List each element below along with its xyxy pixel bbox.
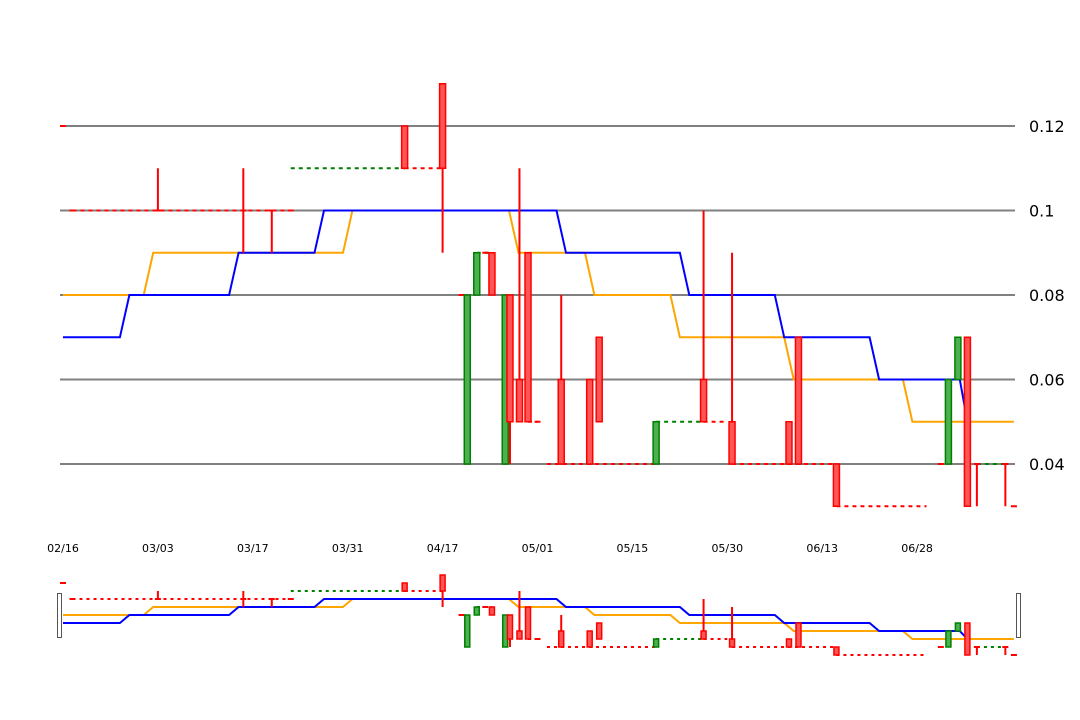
y-tick-label: 0.08 bbox=[1029, 286, 1065, 305]
candle-body bbox=[785, 638, 793, 648]
x-tick-label: 03/31 bbox=[332, 542, 364, 555]
candle-body bbox=[439, 574, 446, 592]
candle-body bbox=[488, 252, 496, 296]
candle-body bbox=[652, 638, 660, 648]
candle-body bbox=[945, 630, 952, 648]
x-axis-labels: 02/16 03/03 03/17 03/31 04/17 05/01 05/15 05/30… bbox=[47, 542, 933, 555]
candle-body bbox=[586, 630, 593, 648]
candle-body bbox=[506, 294, 514, 423]
candle-body bbox=[463, 294, 472, 465]
y-axis-labels: 0.12 0.1 0.08 0.06 0.04 bbox=[1029, 117, 1065, 474]
candle-body bbox=[473, 252, 481, 296]
candle-body bbox=[524, 606, 532, 640]
candle-body bbox=[795, 622, 802, 648]
y-tick-label: 0.06 bbox=[1029, 371, 1065, 390]
ma-short-line bbox=[63, 209, 969, 422]
candle-body bbox=[473, 606, 481, 616]
candle-body bbox=[488, 606, 496, 616]
y-tick-label: 0.04 bbox=[1029, 455, 1065, 474]
ma-long-line bbox=[63, 209, 1014, 423]
candle-body bbox=[944, 378, 953, 465]
candle-body bbox=[833, 646, 840, 656]
candle-body bbox=[699, 378, 708, 423]
ma-short-line bbox=[63, 598, 969, 640]
candle-body bbox=[954, 622, 962, 632]
x-tick-label: 03/03 bbox=[142, 542, 174, 555]
navigator-left-handle[interactable] bbox=[57, 593, 62, 638]
ma-long-line bbox=[63, 598, 1014, 640]
candle-body bbox=[652, 421, 660, 465]
x-tick-label: 05/30 bbox=[711, 542, 743, 555]
candle-body bbox=[506, 614, 514, 640]
candle-body bbox=[595, 622, 603, 640]
candle-body bbox=[700, 630, 707, 640]
candle-body bbox=[515, 378, 524, 423]
y-tick-label: 0.12 bbox=[1029, 117, 1065, 136]
candle-body bbox=[516, 630, 523, 640]
x-tick-label: 05/01 bbox=[522, 542, 554, 555]
navigator-plot bbox=[60, 574, 1017, 656]
navigator-right-handle[interactable] bbox=[1016, 593, 1021, 638]
candle-body bbox=[464, 614, 471, 648]
x-tick-label: 04/17 bbox=[427, 542, 459, 555]
main-plot bbox=[60, 83, 1017, 508]
candle-body bbox=[728, 638, 736, 648]
candle-body bbox=[964, 622, 971, 656]
x-tick-label: 02/16 bbox=[47, 542, 79, 555]
candle-body bbox=[954, 336, 962, 381]
candle-body bbox=[585, 378, 594, 465]
y-tick-label: 0.1 bbox=[1029, 202, 1054, 221]
x-tick-label: 06/13 bbox=[806, 542, 838, 555]
candle-body bbox=[557, 630, 565, 648]
candle-body bbox=[524, 252, 532, 423]
x-tick-label: 05/15 bbox=[617, 542, 649, 555]
candle-body bbox=[438, 83, 447, 169]
candle-body bbox=[595, 336, 603, 423]
x-tick-label: 03/17 bbox=[237, 542, 269, 555]
candle-body bbox=[794, 336, 803, 465]
candle-body bbox=[400, 125, 409, 169]
candle-body bbox=[785, 421, 793, 465]
candle-body bbox=[728, 421, 736, 465]
candle-body bbox=[832, 463, 841, 507]
candle-body bbox=[557, 378, 565, 465]
candle-body bbox=[401, 582, 408, 592]
candle-body bbox=[963, 336, 972, 507]
x-tick-label: 06/28 bbox=[901, 542, 933, 555]
